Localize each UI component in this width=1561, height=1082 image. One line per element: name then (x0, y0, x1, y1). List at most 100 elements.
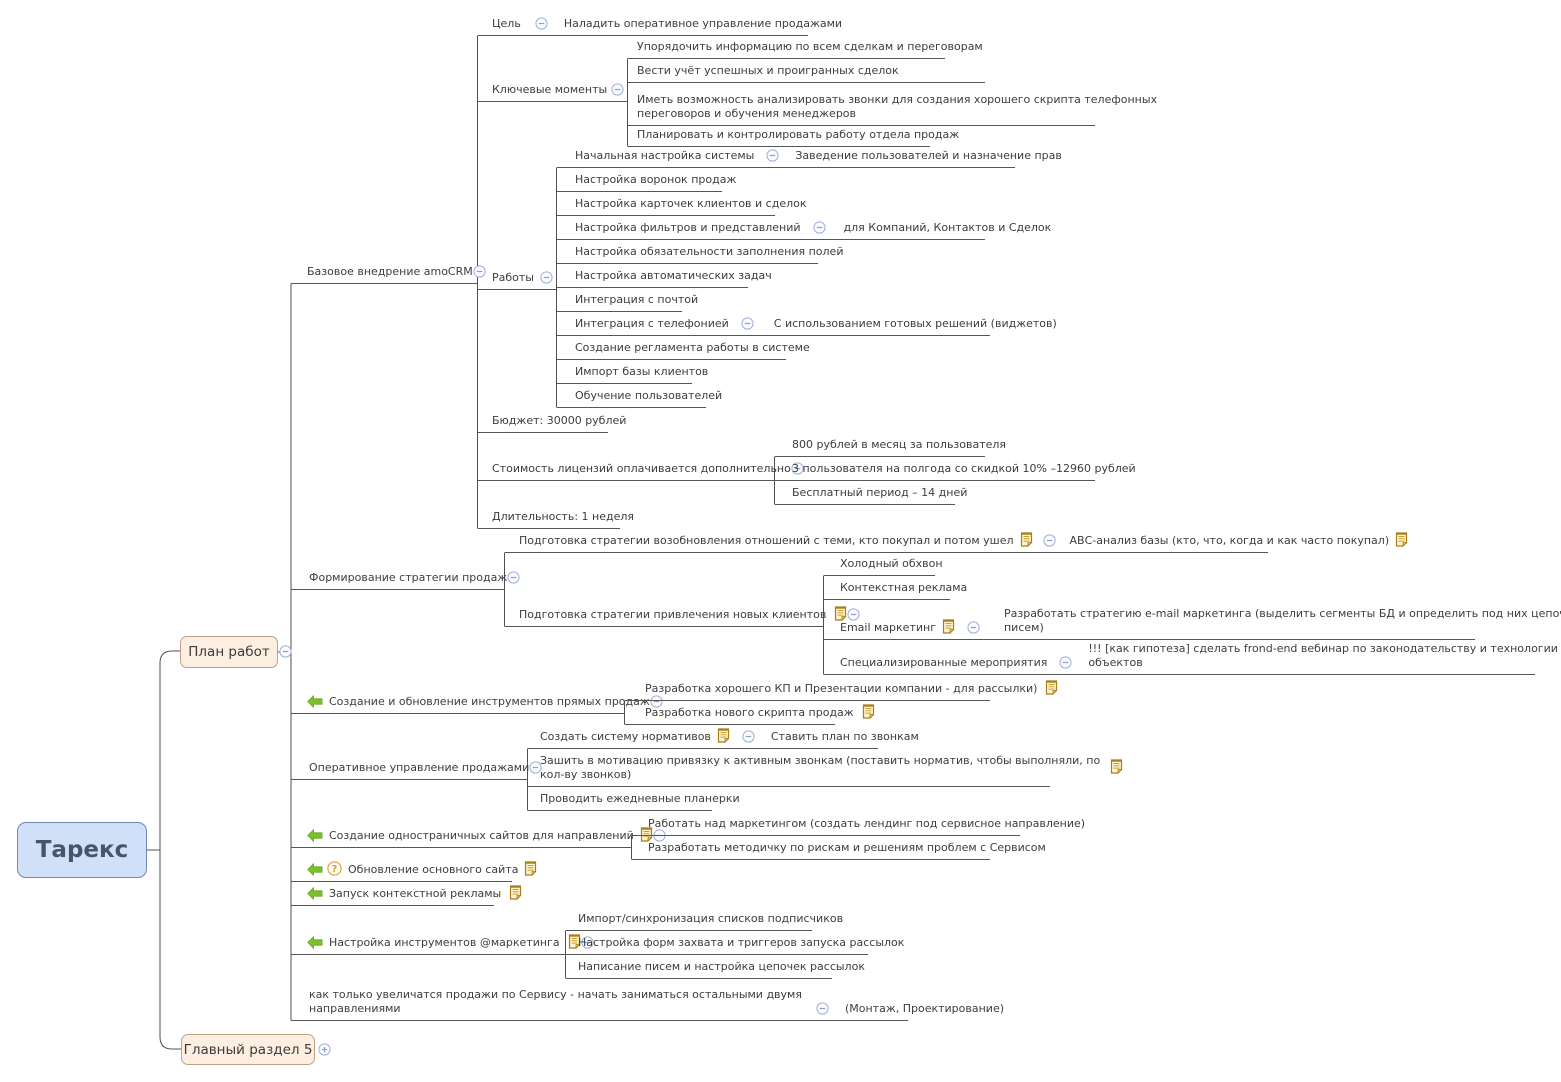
note-icon[interactable] (862, 704, 875, 719)
collapse-icon[interactable] (611, 83, 624, 96)
topic-c3-9[interactable]: Создание регламента работы в системе (557, 339, 810, 360)
topic-label: Разработать методичку по рискам и решени… (648, 841, 1046, 854)
collapse-icon[interactable] (279, 645, 292, 658)
topic-c3-6[interactable]: Настройка автоматических задач (557, 267, 772, 288)
collapse-icon[interactable] (580, 936, 594, 949)
note-icon[interactable] (568, 934, 581, 949)
collapse-icon[interactable] (812, 221, 826, 234)
topic-h1[interactable]: Импорт/синхронизация списков подписчиков (566, 910, 843, 931)
collapse-icon[interactable] (742, 730, 755, 743)
collapse-icon[interactable] (650, 695, 663, 708)
topic-c2-2[interactable]: Вести учёт успешных и проигранных сделок (628, 62, 985, 83)
topic-d2[interactable]: Подготовка стратегии привлечения новых к… (505, 606, 860, 627)
topic-b4[interactable]: Оперативное управление продажами (291, 759, 542, 780)
topic-b9c-label: (Монтаж, Проектирование) (844, 1002, 1005, 1015)
collapse-icon[interactable] (816, 1002, 829, 1015)
topic-label: Настройка карточек клиентов и сделок (575, 197, 807, 210)
topic-g2[interactable]: Разработать методичку по рискам и решени… (632, 839, 1046, 860)
topic-c3-10[interactable]: Импорт базы клиентов (557, 363, 708, 384)
topic-b8[interactable]: Настройка инструментов @маркетинга (291, 934, 594, 955)
topic-label: Создание и обновление инструментов прямы… (329, 695, 650, 708)
topic-b2[interactable]: Формирование стратегии продаж (291, 569, 520, 590)
topic-section5[interactable]: Главный раздел 5 (181, 1034, 315, 1065)
topic-c3-8[interactable]: Интеграция с телефонией С использованием… (557, 315, 1057, 336)
root-topic[interactable]: Тарекс (17, 822, 147, 878)
note-icon[interactable] (834, 606, 847, 621)
collapse-icon[interactable] (741, 317, 754, 330)
collapse-icon[interactable] (791, 462, 804, 475)
topic-c3-4[interactable]: Настройка фильтров и представлений для К… (557, 219, 1051, 240)
topic-c3-11[interactable]: Обучение пользователей (557, 387, 722, 408)
topic-c3-5[interactable]: Настройка обязательности заполнения поле… (557, 243, 843, 264)
note-icon[interactable] (509, 885, 522, 900)
topic-c3-1[interactable]: Начальная настройка системы Заведение по… (557, 147, 1062, 168)
topic-h2[interactable]: Настройка форм захвата и триггеров запус… (566, 934, 904, 955)
topic-f3[interactable]: Проводить ежедневные планерки (528, 790, 740, 811)
topic-plan[interactable]: План работ (180, 636, 278, 668)
topic-label: Стоимость лицензий оплачивается дополнит… (492, 462, 791, 475)
topic-b3[interactable]: Создание и обновление инструментов прямы… (291, 693, 663, 714)
collapse-icon[interactable] (529, 761, 542, 774)
svg-text:?: ? (332, 864, 338, 875)
topic-c3-3[interactable]: Настройка карточек клиентов и сделок (557, 195, 807, 216)
topic-g1[interactable]: Работать над маркетингом (создать лендин… (632, 815, 1085, 836)
topic-c1[interactable]: Цель Наладить оперативное управление про… (478, 15, 842, 36)
topic-label: Разработка хорошего КП и Презентации ком… (645, 682, 1038, 695)
topic-c2[interactable]: Ключевые моменты (478, 81, 628, 102)
topic-label: Настройка обязательности заполнения поле… (575, 245, 844, 258)
collapse-icon[interactable] (967, 621, 980, 634)
collapse-icon[interactable] (1042, 534, 1056, 547)
topic-c3-7[interactable]: Интеграция с почтой (557, 291, 698, 312)
topic-h3[interactable]: Написание писем и настройка цепочек расс… (566, 958, 865, 979)
note-icon[interactable] (717, 728, 730, 743)
note-icon[interactable] (640, 827, 653, 842)
collapse-icon[interactable] (847, 608, 860, 621)
topic-d2-4[interactable]: Специализированные мероприятия !!! [как … (824, 639, 1558, 675)
topic-c6[interactable]: Длительность: 1 неделя (478, 508, 634, 529)
topic-e2[interactable]: Разработка нового скрипта продаж (625, 704, 875, 725)
note-icon[interactable] (1020, 532, 1033, 547)
topic-d2-3[interactable]: Email маркетинг Разработать стратегию e-… (824, 604, 1561, 640)
topic-c2-1[interactable]: Упорядочить информацию по всем сделкам и… (628, 38, 983, 59)
topic-b9[interactable]: как только увеличатся продажи по Сервису… (291, 985, 1004, 1021)
topic-b5[interactable]: Создание одностраничных сайтов для напра… (291, 827, 666, 848)
topic-label: Настройка фильтров и представлений (575, 221, 801, 234)
collapse-icon[interactable] (535, 17, 548, 30)
topic-b7[interactable]: Запуск контекстной рекламы (291, 885, 522, 906)
topic-c2-3[interactable]: Иметь возможность анализировать звонки д… (628, 90, 1157, 126)
topic-e1[interactable]: Разработка хорошего КП и Презентации ком… (625, 680, 1058, 701)
topic-label: Подготовка стратегии возобновления отнош… (519, 534, 1014, 547)
topic-d2-1[interactable]: Холодный обхвон (824, 555, 943, 576)
collapse-icon[interactable] (473, 265, 486, 278)
topic-c3[interactable]: Работы (478, 269, 557, 290)
topic-f2[interactable]: Зашить в мотивацию привязку к активным з… (528, 751, 1123, 787)
note-icon[interactable] (524, 861, 537, 876)
topic-c5-1[interactable]: 800 рублей в месяц за пользователя (775, 436, 1006, 457)
topic-f1[interactable]: Создать систему нормативов Ставить план … (528, 728, 919, 749)
collapse-icon[interactable] (1059, 656, 1072, 669)
topic-d2-2[interactable]: Контекстная реклама (824, 579, 967, 600)
collapse-icon[interactable] (507, 571, 520, 584)
priority-arrow-icon (307, 886, 323, 901)
topic-c3-2[interactable]: Настройка воронок продаж (557, 171, 736, 192)
topic-c5-2[interactable]: 3 пользователя на полгода со скидкой 10%… (775, 460, 1136, 481)
topic-b1[interactable]: Базовое внедрение amoCRM (291, 263, 486, 284)
topic-label: Создать систему нормативов (540, 730, 711, 743)
topic-b6[interactable]: ? Обновление основного сайта (291, 861, 537, 882)
topic-d1[interactable]: Подготовка стратегии возобновления отнош… (505, 532, 1408, 553)
topic-label: Контекстная реклама (840, 581, 968, 594)
topic-c4[interactable]: Бюджет: 30000 рублей (478, 412, 626, 433)
expand-icon[interactable] (318, 1043, 331, 1056)
note-icon[interactable] (1395, 532, 1408, 547)
topic-c5[interactable]: Стоимость лицензий оплачивается дополнит… (478, 460, 804, 481)
note-icon[interactable] (1045, 680, 1058, 695)
note-icon[interactable] (942, 619, 955, 634)
topic-label: Настройка автоматических задач (575, 269, 772, 282)
collapse-icon[interactable] (766, 149, 779, 162)
note-icon[interactable] (1110, 759, 1123, 774)
topic-c5-3[interactable]: Бесплатный период – 14 дней (775, 484, 967, 505)
collapse-icon[interactable] (540, 271, 553, 284)
topic-label: как только увеличатся продажи по Сервису… (309, 988, 802, 1015)
topic-c2-4[interactable]: Планировать и контролировать работу отде… (628, 126, 959, 147)
topic-label: Базовое внедрение amoCRM (307, 265, 473, 278)
